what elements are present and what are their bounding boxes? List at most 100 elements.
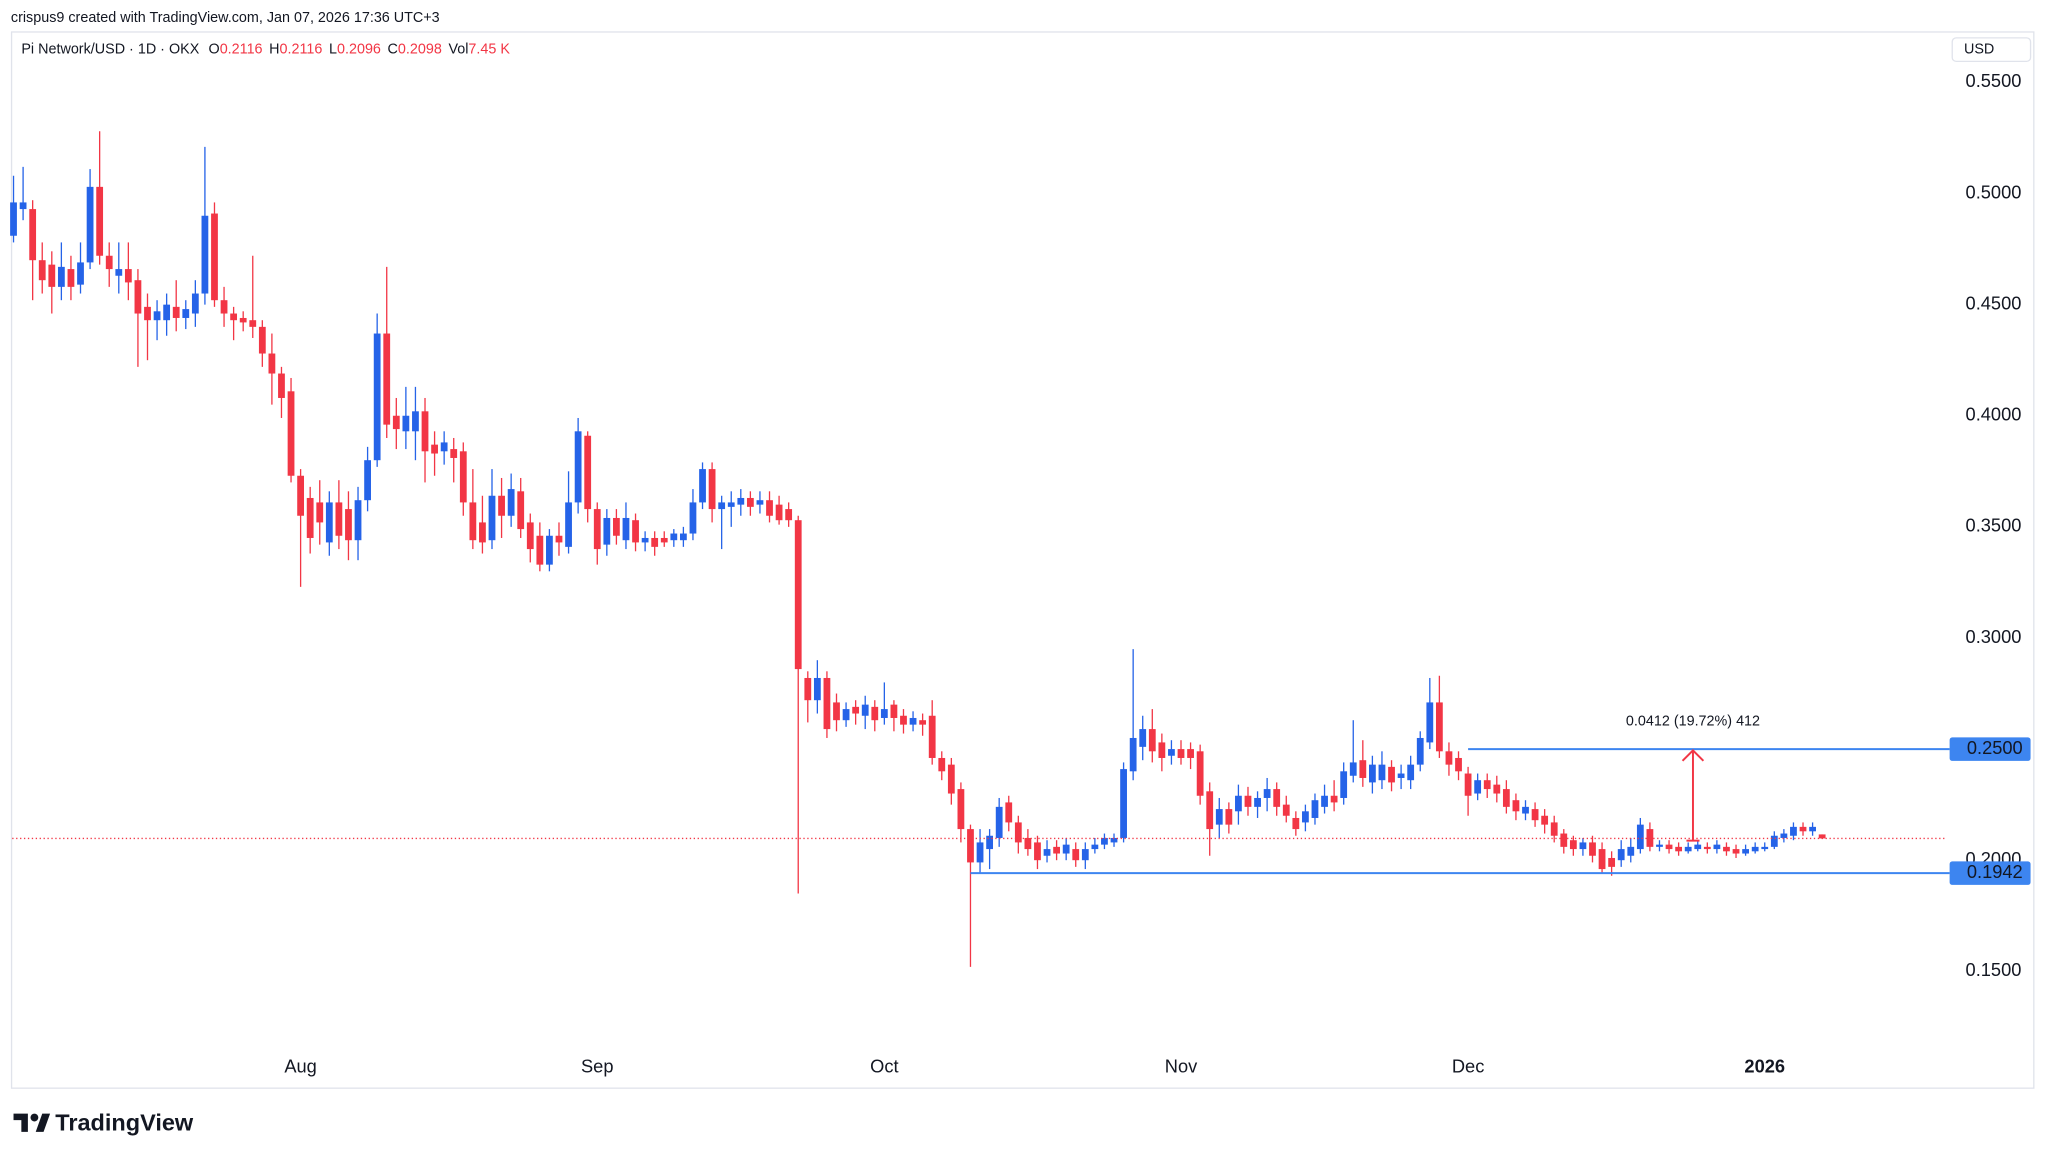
level-label-box bbox=[1949, 737, 2031, 761]
candle-body bbox=[1455, 757, 1462, 772]
candle-body bbox=[1024, 837, 1032, 850]
candle-body bbox=[19, 202, 27, 210]
candle-body bbox=[1081, 849, 1089, 861]
x-tick-label: Aug bbox=[284, 1056, 317, 1077]
legend-value: 7.45 K bbox=[468, 41, 510, 57]
level-label: 0.1942 bbox=[1967, 861, 2023, 882]
candle-body bbox=[38, 260, 46, 281]
candle-body bbox=[469, 502, 477, 541]
candle-body bbox=[1120, 769, 1127, 838]
candle-body bbox=[1732, 849, 1740, 854]
candle-body bbox=[278, 373, 285, 398]
x-tick-label: Oct bbox=[870, 1056, 898, 1077]
candle-body bbox=[1273, 789, 1281, 807]
candle-body bbox=[804, 677, 812, 701]
candle-body bbox=[957, 789, 965, 830]
candle-body bbox=[1703, 846, 1711, 850]
candle-body bbox=[756, 500, 764, 505]
candle-body bbox=[431, 444, 438, 454]
candle-body bbox=[220, 300, 228, 314]
candle-body bbox=[421, 411, 429, 452]
candle-body bbox=[1302, 811, 1309, 823]
candle-body bbox=[1589, 842, 1596, 856]
candle-body bbox=[1531, 809, 1539, 821]
candle-body bbox=[1129, 737, 1137, 772]
candle-body bbox=[1598, 849, 1606, 870]
candle-body bbox=[1053, 846, 1060, 854]
candle-body bbox=[718, 502, 726, 510]
candle-body bbox=[1148, 729, 1156, 752]
candle-body bbox=[191, 293, 199, 314]
candle-body bbox=[306, 497, 314, 538]
candle-body bbox=[555, 535, 563, 543]
candle-body bbox=[1493, 784, 1501, 794]
legend-key: O bbox=[209, 41, 220, 57]
candle-body bbox=[172, 306, 180, 318]
candle-body bbox=[679, 533, 687, 541]
candle-body bbox=[1378, 764, 1386, 781]
candle-body bbox=[1435, 702, 1443, 752]
attribution: crispus9 created with TradingView.com, J… bbox=[11, 10, 440, 26]
candle-body bbox=[1101, 837, 1108, 845]
measure-arrowhead bbox=[1681, 749, 1705, 762]
unit-box bbox=[1951, 37, 2032, 63]
candle-body bbox=[182, 309, 190, 318]
candle-body bbox=[574, 431, 582, 503]
y-tick-label: 0.5000 bbox=[1966, 181, 2022, 202]
candle-body bbox=[48, 264, 56, 287]
legend-key: H bbox=[269, 41, 279, 57]
candle-body bbox=[947, 764, 955, 794]
candle-body bbox=[201, 215, 209, 294]
candle-body bbox=[1215, 809, 1223, 825]
candle-body bbox=[1177, 749, 1185, 758]
candle-body bbox=[316, 502, 324, 523]
candle-body bbox=[1349, 762, 1357, 776]
candle-body bbox=[1694, 844, 1702, 850]
candle-body bbox=[880, 709, 888, 718]
candle-body bbox=[1675, 846, 1683, 852]
candle-body bbox=[373, 333, 381, 461]
candle-body bbox=[335, 502, 343, 536]
candle-body bbox=[1034, 842, 1041, 861]
candle-body bbox=[507, 489, 515, 516]
candle-body bbox=[813, 677, 821, 701]
candle-body bbox=[1502, 789, 1510, 807]
candle-body bbox=[325, 502, 333, 543]
candle-body bbox=[345, 509, 352, 541]
candle-body bbox=[660, 537, 668, 543]
candle-body bbox=[124, 269, 132, 283]
candle-body bbox=[890, 704, 898, 718]
candle-body bbox=[144, 306, 151, 321]
candle-body bbox=[1799, 826, 1807, 832]
candle-body bbox=[105, 255, 113, 270]
candle-body bbox=[115, 269, 123, 276]
candle-body bbox=[613, 517, 620, 536]
candle-body bbox=[412, 411, 419, 432]
candle-body bbox=[488, 495, 496, 541]
candle-body bbox=[1627, 846, 1635, 856]
candle-body bbox=[1206, 791, 1214, 830]
y-tick-label: 0.1500 bbox=[1966, 959, 2022, 980]
candle-body bbox=[565, 502, 572, 547]
candle-body bbox=[995, 806, 1003, 838]
logo-icon bbox=[13, 1113, 51, 1132]
candle-body bbox=[833, 702, 840, 721]
candle-body bbox=[1723, 846, 1730, 852]
candle-body bbox=[134, 280, 142, 314]
brand: TradingView bbox=[55, 1109, 194, 1135]
candle-body bbox=[775, 504, 783, 521]
candle-body bbox=[1426, 702, 1434, 743]
candle-body bbox=[1282, 804, 1290, 816]
candle-body bbox=[402, 415, 410, 432]
candle-body bbox=[900, 715, 907, 725]
candle-body bbox=[1579, 842, 1587, 850]
candle-body bbox=[1483, 780, 1491, 790]
candle-body bbox=[1541, 815, 1549, 825]
legend: Pi Network/USD · 1D · OKX O0.2116 H0.211… bbox=[21, 41, 510, 57]
candle-body bbox=[632, 520, 639, 543]
candle-body bbox=[517, 491, 525, 530]
candle-body bbox=[57, 266, 65, 287]
y-unit: USD bbox=[1964, 41, 1994, 57]
candle-body bbox=[1139, 729, 1147, 747]
